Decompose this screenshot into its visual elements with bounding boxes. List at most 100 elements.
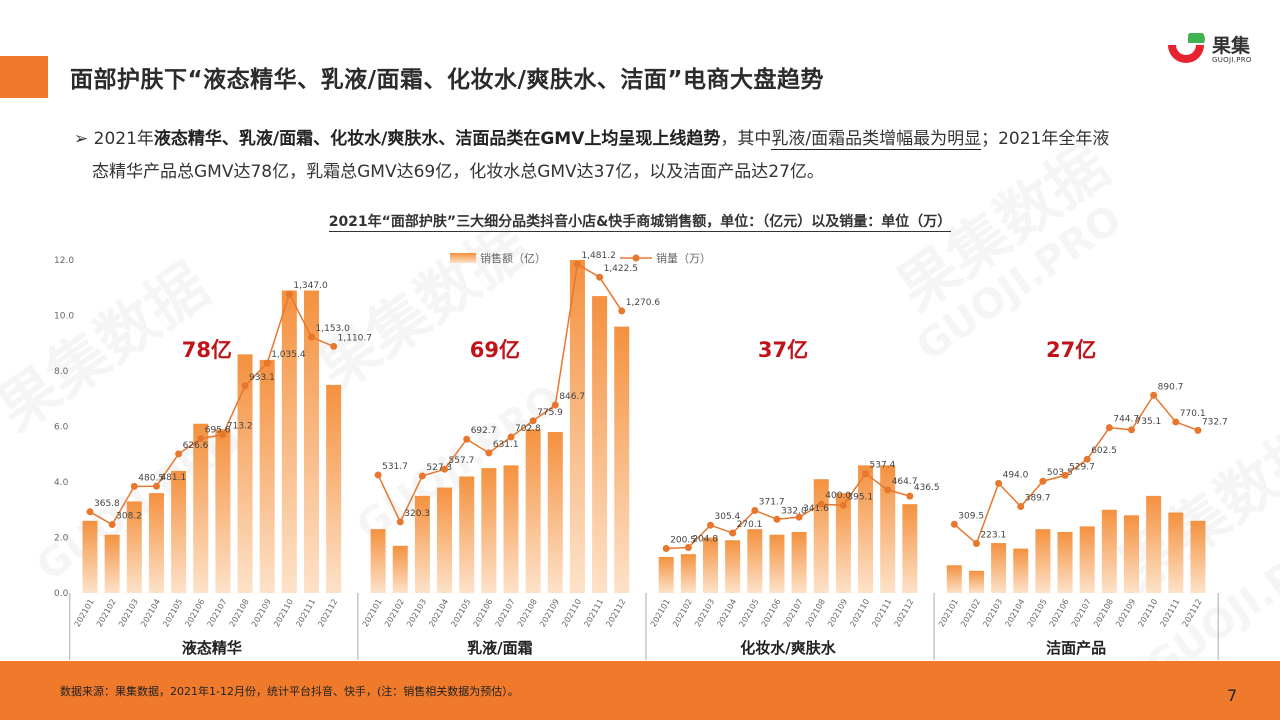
x-tick-label: 202102	[383, 598, 406, 629]
sales-bar	[769, 534, 785, 593]
sales-bar	[525, 429, 541, 593]
category-label: 化妆水/爽肤水	[740, 639, 836, 657]
sales-bar	[880, 465, 896, 593]
volume-data-label: 371.7	[759, 497, 785, 507]
footer-bar	[0, 661, 1280, 720]
sales-bar	[1190, 520, 1206, 593]
sales-bar	[991, 543, 1007, 593]
sales-bar	[459, 476, 475, 593]
sales-bar	[370, 529, 386, 593]
x-tick-label: 202101	[937, 598, 960, 629]
volume-point	[263, 359, 271, 367]
x-tick-label: 202104	[1003, 598, 1026, 629]
volume-point	[529, 417, 537, 425]
volume-point	[1061, 471, 1069, 479]
summary-line-2: 态精华产品总GMV达78亿，乳霜总GMV达69亿，化妆水总GMV达37亿，以及洁…	[92, 162, 824, 182]
volume-data-label: 770.1	[1180, 409, 1206, 419]
volume-point	[773, 515, 781, 523]
chart-title: 2021年“面部护肤”三大细分品类抖音小店&快手商城销售额，单位：（亿元）以及销…	[328, 214, 952, 232]
x-tick-label: 202103	[981, 598, 1004, 629]
title-accent-bar	[0, 56, 48, 98]
category-label: 乳液/面霜	[467, 639, 532, 657]
sales-bar	[326, 384, 342, 593]
x-tick-label: 202112	[893, 598, 916, 629]
sales-bar	[503, 465, 519, 593]
volume-point	[729, 529, 737, 537]
volume-point	[175, 450, 183, 458]
volume-point	[884, 486, 892, 494]
volume-data-label: 389.7	[1025, 493, 1051, 503]
sales-bar	[237, 354, 253, 593]
y-tick-label: 2.0	[54, 534, 69, 544]
volume-point	[441, 465, 449, 473]
summary-text: ➢ 2021年液态精华、乳液/面霜、化妆水/爽肤水、洁面品类在GMV上均呈现上线…	[74, 123, 1214, 189]
sales-bar	[104, 534, 120, 593]
volume-point	[573, 260, 581, 268]
volume-point	[1105, 424, 1113, 432]
x-tick-label: 202106	[760, 598, 783, 629]
category-label: 洁面产品	[1046, 639, 1106, 657]
logo-text: 果集	[1212, 35, 1251, 57]
volume-data-label: 537.4	[870, 461, 896, 471]
volume-point	[551, 401, 559, 409]
sales-bar	[703, 537, 718, 593]
volume-line	[953, 393, 1199, 545]
y-tick-label: 12.0	[54, 256, 74, 266]
sales-bar	[1101, 509, 1117, 593]
volume-data-label: 1,035.4	[271, 350, 306, 360]
volume-data-label: 846.7	[559, 392, 585, 402]
x-tick-label: 202105	[449, 598, 472, 629]
x-tick-label: 202109	[250, 598, 273, 629]
sales-bar	[835, 493, 851, 593]
x-tick-label: 202103	[405, 598, 428, 629]
sales-bar	[1146, 495, 1162, 593]
sales-bar	[680, 554, 696, 593]
volume-data-label: 503.5	[1047, 468, 1073, 478]
summary-tail: ；2021年全年液	[981, 129, 1110, 149]
sales-bar	[1057, 531, 1073, 593]
x-tick-label: 202110	[1136, 598, 1159, 629]
volume-data-label: 480.5	[138, 473, 164, 483]
volume-point	[862, 470, 870, 478]
volume-point	[152, 482, 160, 490]
x-tick-label: 202101	[649, 598, 672, 629]
volume-data-label: 744.7	[1113, 415, 1139, 425]
volume-line	[666, 472, 911, 550]
sales-bar	[148, 493, 164, 593]
summary-underline: 乳液/面霜品类增幅最为明显	[771, 129, 982, 150]
volume-line	[89, 292, 334, 526]
volume-data-label: 341.6	[803, 504, 829, 514]
volume-point	[1017, 502, 1025, 510]
x-tick-label: 202102	[95, 598, 118, 629]
volume-data-label: 732.7	[1202, 417, 1228, 427]
sales-bar	[1124, 515, 1139, 593]
volume-data-label: 1,347.0	[293, 281, 328, 291]
x-tick-label: 202104	[427, 598, 450, 629]
sales-bar	[82, 520, 98, 593]
volume-point	[197, 435, 205, 443]
sales-bar	[902, 504, 918, 593]
volume-data-label: 436.5	[914, 483, 940, 493]
volume-data-label: 933.1	[249, 373, 275, 383]
volume-data-label: 309.5	[958, 511, 984, 521]
x-tick-label: 202112	[316, 598, 339, 629]
x-tick-label: 202108	[516, 598, 539, 629]
volume-data-label: 529.7	[1069, 462, 1095, 472]
sales-bar	[592, 296, 608, 593]
sales-bar	[968, 570, 984, 593]
volume-point	[485, 449, 493, 457]
volume-point	[507, 433, 515, 441]
x-tick-label: 202103	[693, 598, 716, 629]
volume-point	[108, 521, 116, 529]
volume-point	[396, 518, 404, 526]
volume-line	[377, 262, 623, 524]
x-tick-label: 202110	[848, 598, 871, 629]
x-tick-label: 202105	[161, 598, 184, 629]
bullet-arrow-icon: ➢	[74, 129, 89, 149]
volume-point	[330, 342, 338, 350]
volume-data-label: 735.1	[1136, 417, 1162, 427]
volume-data-label: 400.0	[825, 491, 851, 501]
page-title: 面部护肤下“液态精华、乳液/面霜、化妆水/爽肤水、洁面”电商大盘趋势	[70, 67, 825, 93]
volume-point	[751, 506, 759, 514]
sales-bar	[437, 487, 453, 593]
